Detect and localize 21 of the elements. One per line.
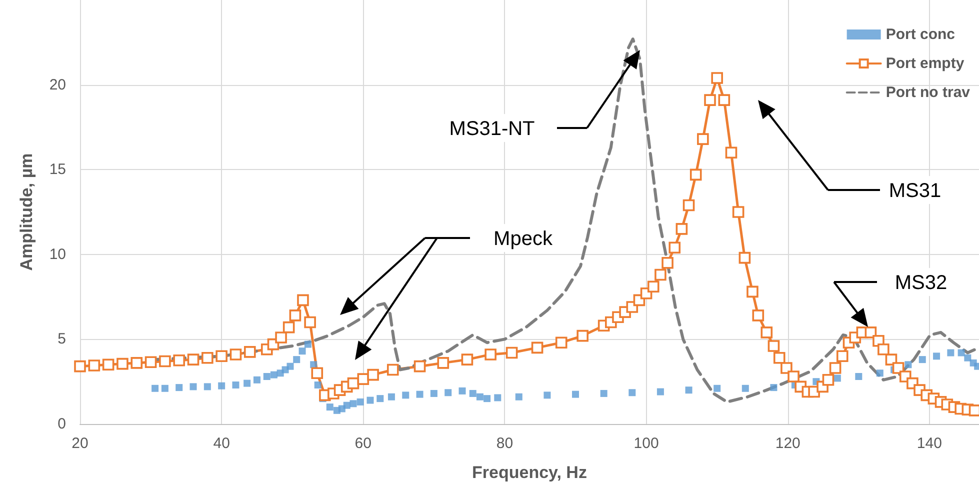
annotation: Mpeck bbox=[494, 228, 554, 250]
x-tick-label: 100 bbox=[634, 435, 659, 452]
legend-label: Port no trav bbox=[886, 84, 971, 101]
x-axis-title: Frequency, Hz bbox=[472, 463, 587, 482]
x-tick-label: 60 bbox=[354, 435, 372, 452]
y-axis-title: Amplitude, µm bbox=[17, 153, 36, 271]
x-tick-label: 80 bbox=[496, 435, 514, 452]
x-tick-label: 120 bbox=[775, 435, 800, 452]
y-tick-label: 15 bbox=[49, 161, 66, 178]
y-tick-label: 20 bbox=[49, 76, 66, 94]
legend-label: Port conc bbox=[886, 26, 956, 43]
y-tick-label: 0 bbox=[58, 416, 66, 432]
y-tick-label: 5 bbox=[58, 330, 66, 348]
x-tick-label: 40 bbox=[213, 435, 230, 452]
annotation: MS31-NT bbox=[449, 118, 535, 140]
annotation: MS31 bbox=[888, 180, 942, 202]
annotation: MS32 bbox=[894, 272, 948, 294]
legend-label: Port empty bbox=[886, 55, 965, 72]
x-tick-label: 20 bbox=[72, 435, 88, 452]
y-tick-label: 10 bbox=[49, 246, 66, 263]
x-tick-label: 140 bbox=[916, 435, 942, 452]
